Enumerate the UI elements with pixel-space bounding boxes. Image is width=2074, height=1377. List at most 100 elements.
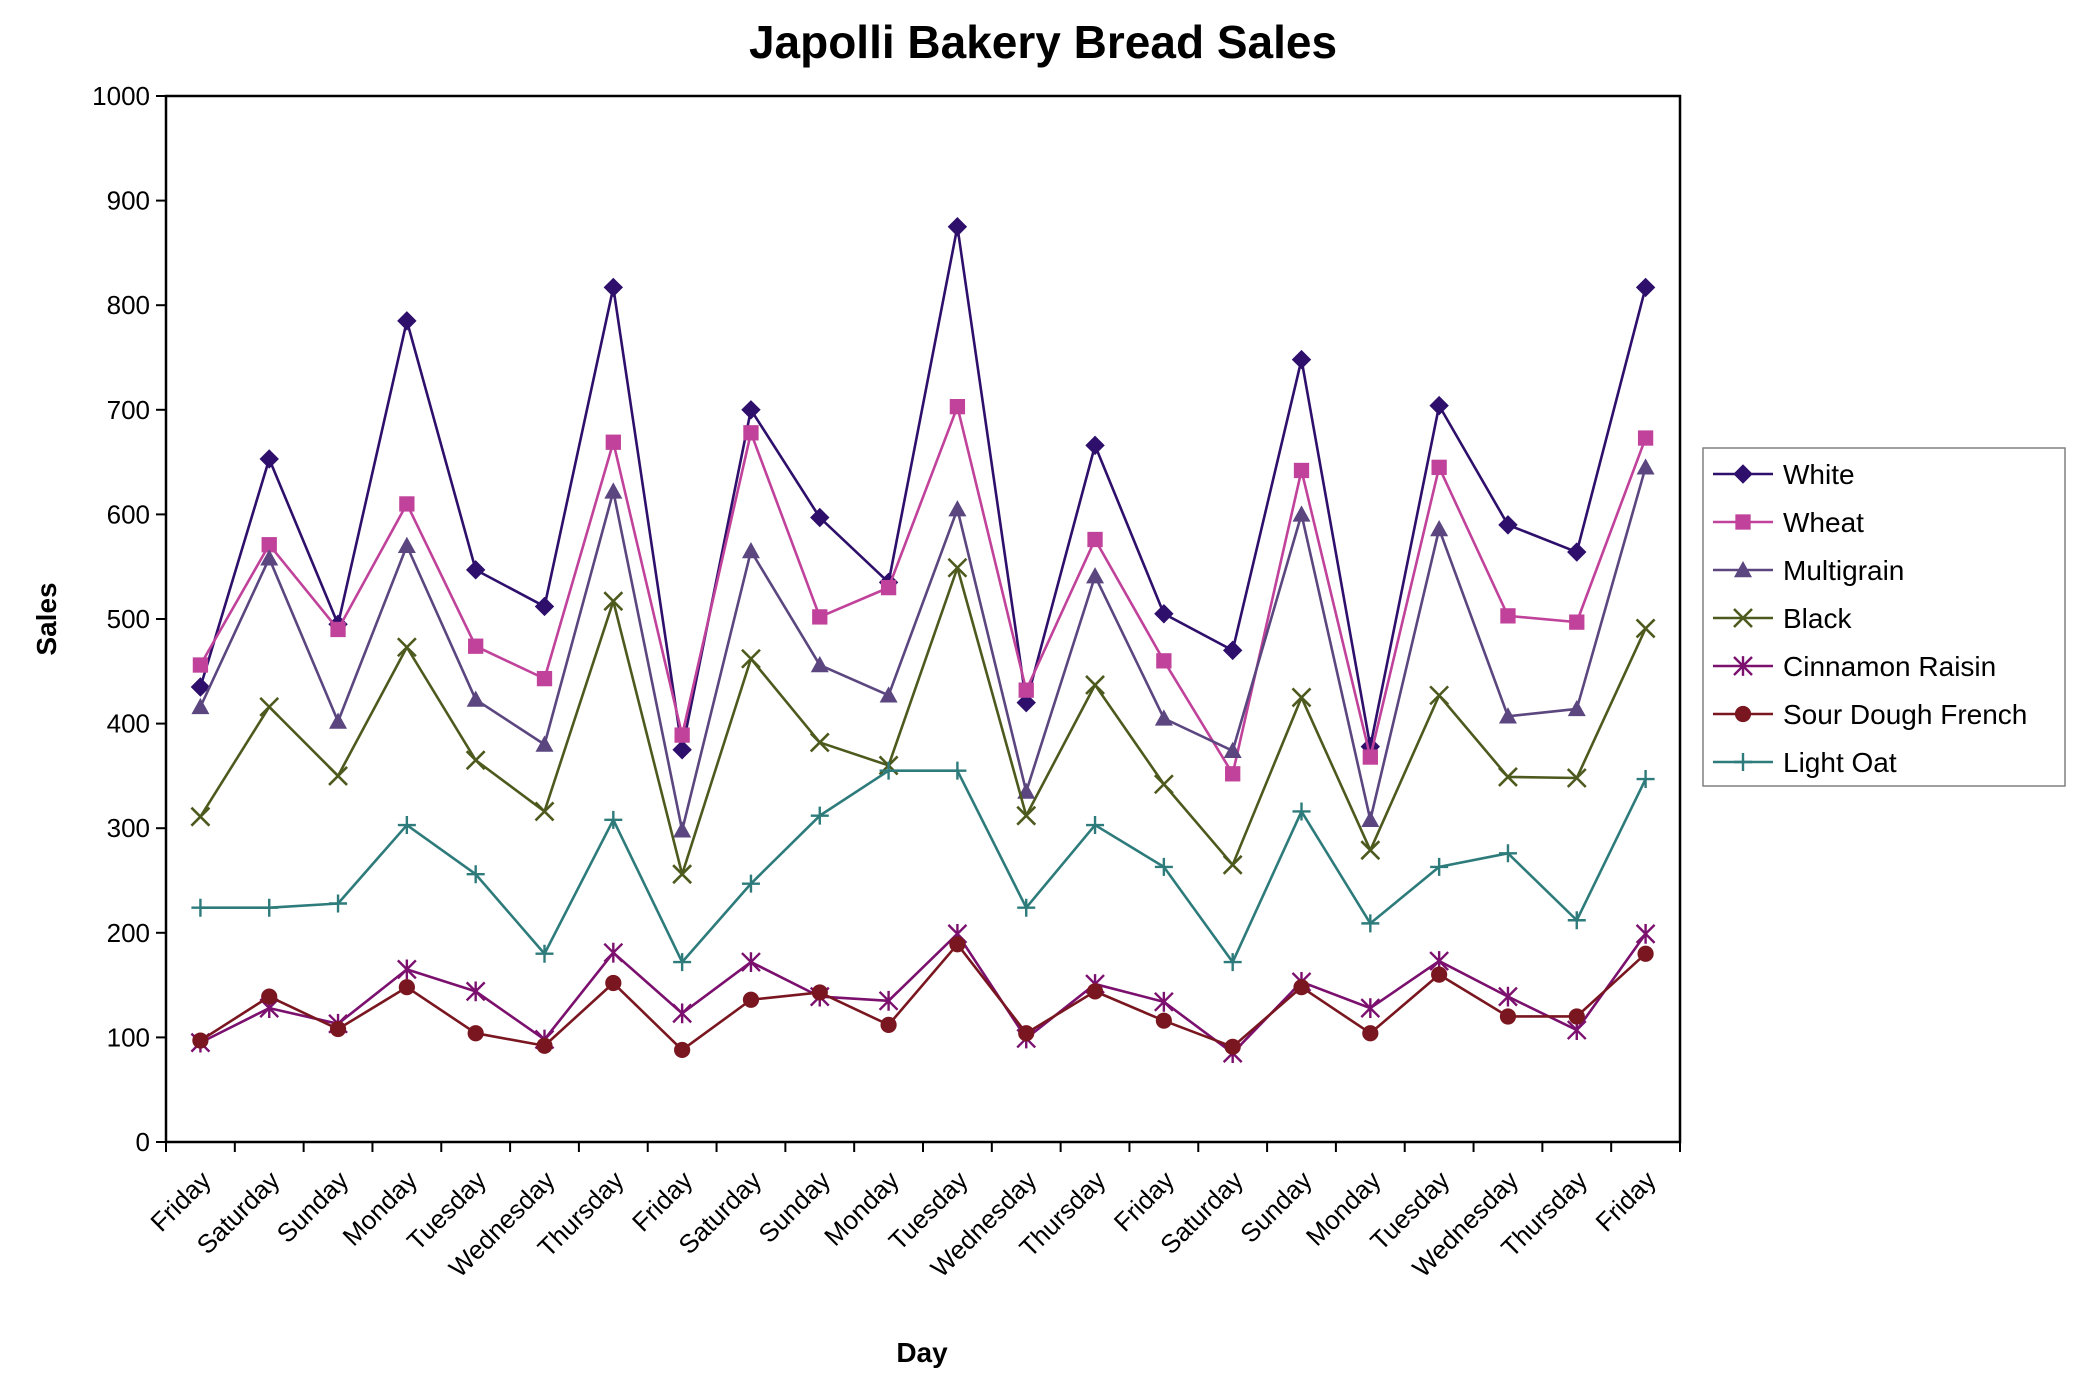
legend-marker xyxy=(1733,608,1753,628)
data-point-wheat xyxy=(1087,531,1103,548)
y-axis-label: Sales xyxy=(31,582,62,655)
data-point-white xyxy=(397,311,417,331)
data-point-light-oat xyxy=(1567,911,1586,930)
series-layer xyxy=(190,217,1656,1063)
data-point-black xyxy=(741,648,761,669)
legend-label: Sour Dough French xyxy=(1783,699,2027,730)
data-point-wheat xyxy=(1569,614,1585,630)
data-point-multigrain xyxy=(1223,741,1242,758)
data-point-black xyxy=(465,750,486,771)
data-point-light-oat xyxy=(948,761,967,780)
data-point-white xyxy=(1016,692,1036,713)
data-point-light-oat xyxy=(191,898,210,917)
y-tick-label: 200 xyxy=(107,918,150,948)
data-point-black xyxy=(1222,854,1243,875)
data-point-multigrain xyxy=(329,712,348,729)
data-point-wheat xyxy=(1018,682,1034,698)
y-tick-label: 300 xyxy=(107,813,150,843)
data-point-sour-dough-french xyxy=(1362,1025,1379,1042)
data-point-sour-dough-french xyxy=(261,988,278,1005)
data-point-multigrain xyxy=(1567,699,1586,717)
legend-entry-black: Black xyxy=(1713,603,1852,634)
data-point-light-oat xyxy=(535,944,554,963)
y-tick-label: 700 xyxy=(107,395,150,425)
data-point-wheat xyxy=(1500,608,1516,624)
legend-marker xyxy=(1733,656,1753,676)
legend-label: White xyxy=(1783,459,1855,490)
data-point-light-oat xyxy=(1361,914,1380,933)
data-point-wheat xyxy=(605,434,621,450)
data-point-wheat xyxy=(330,621,346,638)
data-point-light-oat xyxy=(1292,802,1311,821)
series-line-white xyxy=(199,225,1647,752)
data-point-multigrain xyxy=(879,686,898,703)
series-line-wheat xyxy=(199,405,1647,776)
data-point-black xyxy=(1085,674,1105,695)
data-point-black xyxy=(1429,685,1450,706)
data-point-white xyxy=(1291,349,1312,370)
legend: White Wheat Multigrain Black Cinnamon Raisin… xyxy=(1702,447,2066,787)
data-point-light-oat xyxy=(1223,953,1242,972)
data-point-black xyxy=(190,806,211,827)
data-point-multigrain xyxy=(1086,567,1105,584)
data-point-light-oat xyxy=(741,874,760,893)
legend-label: Cinnamon Raisin xyxy=(1783,651,1996,682)
data-point-multigrain xyxy=(1292,505,1311,522)
series-line-black xyxy=(199,566,1647,876)
y-tick-label: 1000 xyxy=(92,81,150,111)
data-point-light-oat xyxy=(1154,857,1173,876)
data-point-cinnamon-raisin xyxy=(672,1003,692,1024)
data-point-light-oat xyxy=(466,865,485,884)
y-tick-label: 500 xyxy=(107,604,150,634)
data-point-white xyxy=(465,560,486,580)
data-point-cinnamon-raisin xyxy=(1154,991,1174,1012)
data-point-sour-dough-french xyxy=(1086,983,1104,1000)
data-point-light-oat xyxy=(604,810,623,829)
data-point-black xyxy=(947,557,968,578)
series-black xyxy=(190,557,1656,885)
data-point-multigrain xyxy=(604,482,623,499)
data-point-cinnamon-raisin xyxy=(878,990,899,1011)
data-point-black xyxy=(809,732,830,753)
data-point-cinnamon-raisin xyxy=(603,942,624,963)
data-point-white xyxy=(1222,640,1243,661)
data-point-black xyxy=(534,801,555,822)
data-point-cinnamon-raisin xyxy=(1360,998,1381,1019)
data-point-wheat xyxy=(399,496,415,512)
data-point-light-oat xyxy=(260,898,279,917)
data-point-cinnamon-raisin xyxy=(397,959,417,980)
data-point-black xyxy=(603,591,624,612)
data-point-wheat xyxy=(1225,766,1241,782)
series-line-multigrain xyxy=(199,466,1647,832)
data-point-sour-dough-french xyxy=(192,1032,209,1049)
data-point-wheat xyxy=(536,670,553,687)
data-point-sour-dough-french xyxy=(1637,945,1654,962)
data-point-black xyxy=(1635,618,1656,639)
y-axis: 0 100 200 300 400 500 600 700 800 900 1000 xyxy=(92,81,166,1157)
legend-entry-wheat: Wheat xyxy=(1713,507,1864,538)
legend-marker xyxy=(1734,561,1752,578)
x-axis: FridaySaturdaySundayMondayTuesdayWednesd… xyxy=(144,1142,1681,1283)
data-point-black xyxy=(1153,774,1174,795)
data-point-light-oat xyxy=(879,761,898,780)
data-point-sour-dough-french xyxy=(1293,979,1310,996)
y-tick-label: 900 xyxy=(107,186,150,216)
y-tick-label: 100 xyxy=(107,1022,150,1052)
series-line-cinnamon-raisin xyxy=(199,932,1647,1055)
data-point-wheat xyxy=(192,657,209,673)
data-point-white xyxy=(947,217,968,237)
legend-label: Wheat xyxy=(1783,507,1864,538)
legend-entry-light-oat: Light Oat xyxy=(1713,747,1897,778)
data-point-multigrain xyxy=(466,690,485,707)
data-point-multigrain xyxy=(535,735,554,752)
legend-entry-sour-dough-french: Sour Dough French xyxy=(1713,699,2027,730)
legend-entry-multigrain: Multigrain xyxy=(1713,555,1904,586)
series-sour-dough-french xyxy=(192,936,1654,1059)
data-point-black xyxy=(1016,805,1037,826)
data-point-cinnamon-raisin xyxy=(465,981,486,1002)
data-point-white xyxy=(603,277,624,298)
data-point-light-oat xyxy=(397,816,416,835)
data-point-multigrain xyxy=(673,821,692,838)
data-point-white xyxy=(672,740,692,760)
